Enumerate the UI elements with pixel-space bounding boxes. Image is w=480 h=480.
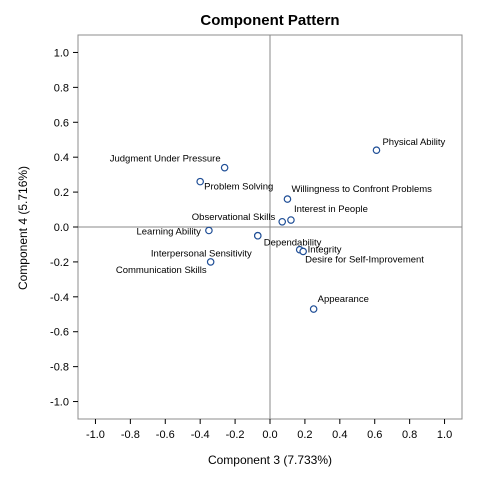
x-tick-label: 0.8 [402, 429, 417, 441]
data-point-marker [253, 231, 262, 240]
y-tick-label: -0.4 [50, 292, 69, 304]
y-tick-label: 0.0 [54, 222, 69, 234]
y-tick-label: 0.2 [54, 187, 69, 199]
data-point-marker [287, 216, 295, 224]
data-point-marker [205, 226, 213, 235]
data-point-label: Interpersonal Sensitivity [151, 249, 252, 260]
data-point-label: Observational Skills [192, 212, 276, 223]
x-tick-label: -0.2 [226, 429, 245, 441]
y-axis-label: Component 4 (5.716%) [16, 166, 30, 290]
y-tick-label: 1.0 [54, 47, 69, 59]
y-tick-label: -0.8 [50, 362, 69, 374]
data-point-label: Appearance [318, 294, 369, 305]
y-tick-label: -0.6 [50, 327, 69, 339]
x-tick-label: 0.2 [297, 429, 312, 441]
data-point-marker [309, 305, 318, 313]
data-point-label: Dependability [264, 238, 322, 249]
x-tick-label: -1.0 [86, 429, 105, 441]
data-point-marker [299, 247, 307, 256]
data-point-label: Judgment Under Pressure [110, 154, 221, 165]
x-tick-label: -0.4 [191, 429, 210, 441]
y-tick-label: -1.0 [50, 397, 69, 409]
data-point-marker [206, 258, 215, 266]
data-points: Physical Ability Judgment Under Pressure P… [110, 137, 446, 313]
x-tick-label: 1.0 [437, 429, 452, 441]
data-point-marker [283, 195, 292, 203]
data-point-label: Willingness to Confront Problems [291, 184, 432, 195]
data-point-label: Communication Skills [116, 265, 207, 276]
data-point-marker [278, 217, 287, 226]
data-point-label: Integrity [308, 245, 342, 256]
data-point-marker [196, 177, 204, 186]
data-point-label: Desire for Self-Improvement [305, 254, 424, 265]
data-point-label: Learning Ability [136, 226, 201, 237]
y-tick-label: 0.6 [54, 117, 69, 129]
x-tick-label: -0.8 [121, 429, 140, 441]
x-tick-label: -0.6 [156, 429, 175, 441]
x-tick-label: 0.6 [367, 429, 382, 441]
data-point-label: Physical Ability [382, 137, 445, 148]
y-axis: 1.0 0.8 0.6 0.4 0.2 0.0 -0.2 -0.4 -0.6 -0.8 -1.0 [50, 47, 78, 409]
data-point-marker [372, 146, 381, 155]
data-point-label: Interest in People [294, 204, 368, 215]
y-tick-label: 0.8 [54, 82, 69, 94]
x-axis: -1.0 -0.8 -0.6 -0.4 -0.2 0.0 0.2 0.4 0.6 0.8 1.0 [86, 419, 452, 441]
data-point-label: Problem Solving [204, 182, 273, 193]
x-tick-label: 0.0 [262, 429, 277, 441]
x-axis-label: Component 3 (7.733%) [208, 453, 332, 467]
chart-title: Component Pattern [200, 12, 339, 29]
data-point-marker [220, 163, 229, 172]
y-tick-label: -0.2 [50, 257, 69, 269]
y-tick-label: 0.4 [54, 152, 69, 164]
x-tick-label: 0.4 [332, 429, 347, 441]
